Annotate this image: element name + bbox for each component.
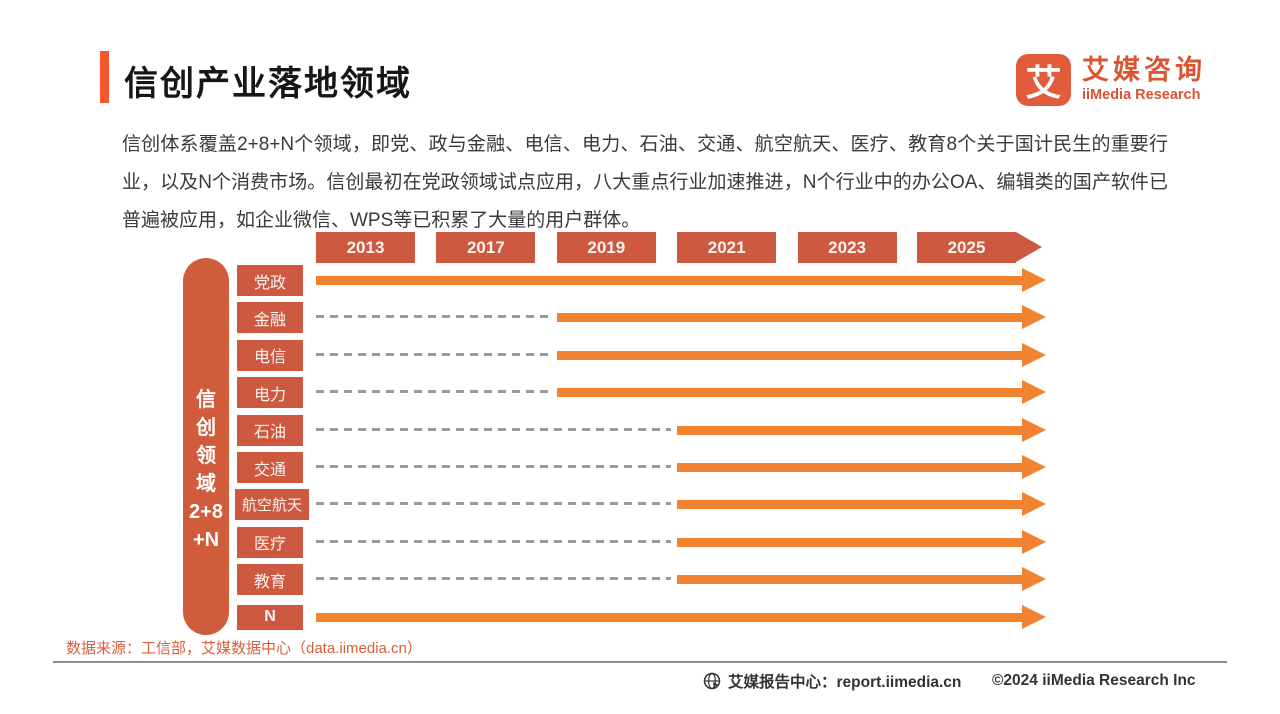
description-paragraph: 信创体系覆盖2+8+N个领域，即党、政与金融、电信、电力、石油、交通、航空航天、…: [122, 134, 1168, 231]
year-box-2021: 2021: [677, 232, 777, 263]
footer-report-center: 艾媒报告中心：report.iimedia.cn: [703, 670, 961, 692]
logo-name-en: iiMedia Research: [1082, 87, 1201, 104]
page-title: 信创产业落地领域: [124, 65, 412, 103]
footer-report-text: 艾媒报告中心：report.iimedia.cn: [728, 674, 962, 691]
row-dash: [316, 539, 671, 543]
row-arrow: [557, 313, 1022, 323]
row-arrow: [677, 537, 1022, 547]
row-dash: [316, 427, 671, 431]
globe-icon: [703, 672, 721, 690]
timeline-arrow-tip-icon: [1016, 232, 1042, 262]
logo-name-cn: 艾媒咨询: [1082, 55, 1206, 86]
row-arrowhead-icon: [1022, 342, 1046, 367]
footer-divider: [53, 661, 1227, 663]
company-logo: 艾 艾媒咨询 iiMedia Research: [1016, 54, 1206, 106]
row-arrowhead-icon: [1022, 604, 1046, 629]
logo-text: 艾媒咨询 iiMedia Research: [1082, 57, 1206, 103]
row-arrow: [557, 388, 1022, 398]
row-arrowhead-icon: [1022, 305, 1046, 330]
row-label-shiyou: 石油: [237, 414, 303, 446]
group-axis-label: 信 创 领 域 2+8 +N: [183, 258, 229, 635]
row-label-yiliao: 医疗: [237, 526, 303, 558]
logo-mark-icon: 艾: [1016, 54, 1071, 106]
row-arrowhead-icon: [1022, 529, 1046, 554]
row-dash: [316, 502, 671, 506]
data-source-note: 数据来源：工信部，艾媒数据中心（data.iimedia.cn）: [66, 640, 422, 657]
footer-copyright: ©2024 iiMedia Research Inc: [992, 672, 1196, 689]
row-arrowhead-icon: [1022, 492, 1046, 517]
row-label-hangkonghangtian: 航空航天: [235, 489, 309, 521]
row-dash: [316, 577, 671, 581]
row-dash: [316, 465, 671, 468]
row-label-dianli: 电力: [237, 377, 303, 409]
year-box-2025: 2025: [917, 232, 1016, 263]
row-label-dangzheng: 党政: [237, 265, 303, 296]
row-arrowhead-icon: [1022, 455, 1046, 479]
row-label-dianxin: 电信: [237, 339, 303, 371]
row-label-n: N: [237, 604, 303, 630]
row-arrow: [677, 575, 1022, 585]
row-label-jiaotong: 交通: [237, 452, 303, 483]
row-arrow: [316, 276, 1022, 285]
row-arrow: [316, 612, 1022, 622]
row-arrow: [677, 425, 1022, 435]
row-arrowhead-icon: [1022, 417, 1046, 442]
row-arrow: [557, 350, 1022, 360]
row-dash: [316, 390, 551, 394]
row-arrowhead-icon: [1022, 567, 1046, 592]
row-arrowhead-icon: [1022, 268, 1046, 292]
row-arrow: [677, 463, 1022, 472]
year-box-2019: 2019: [556, 232, 656, 263]
title-accent-bar: [100, 51, 109, 103]
row-arrowhead-icon: [1022, 380, 1046, 405]
row-label-jiaoyu: 教育: [237, 564, 303, 596]
year-box-2023: 2023: [797, 232, 897, 263]
year-box-2013: 2013: [316, 232, 415, 263]
row-arrow: [677, 500, 1022, 510]
row-label-jinrong: 金融: [237, 302, 303, 334]
row-dash: [316, 315, 551, 319]
row-dash: [316, 352, 551, 356]
year-box-2017: 2017: [436, 232, 536, 263]
